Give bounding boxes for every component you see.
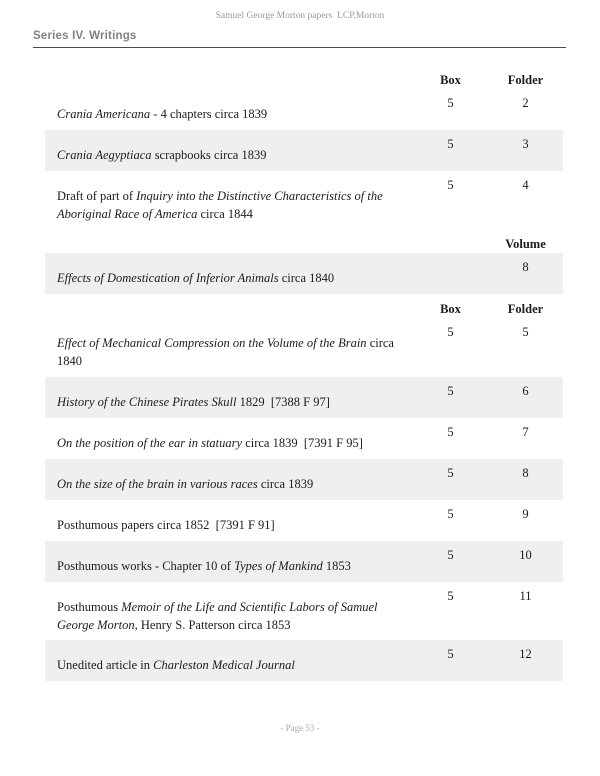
box-value: 5 <box>447 325 454 340</box>
folder-value: 12 <box>519 646 532 661</box>
folder-value: 2 <box>522 96 529 110</box>
empty-cell <box>413 229 488 253</box>
table-row: On the size of the brain in various race… <box>45 458 563 500</box>
folder-value: 7 <box>522 424 529 439</box>
folder-value: 11 <box>519 588 532 603</box>
page-number: - Page 53 - <box>280 723 320 733</box>
box-value: 5 <box>447 178 454 192</box>
empty-cell <box>413 253 488 294</box>
item-title: Crania Aegyptiaca scrapbooks circa 1839 <box>57 148 267 162</box>
item-title: On the position of the ear in statuary c… <box>57 435 363 450</box>
item-title: Posthumous papers circa 1852 [7391 F 91] <box>57 517 275 532</box>
box-column-header: Box <box>440 73 461 87</box>
box-value: 5 <box>447 547 454 562</box>
table-row: Posthumous papers circa 1852 [7391 F 91]… <box>45 500 563 541</box>
folder-column-header: Folder <box>507 302 544 317</box>
folder-value: 8 <box>522 465 529 480</box>
header-spacer <box>45 294 413 318</box>
column-header-row: Box Folder <box>45 65 563 89</box>
contents-table: Box Folder Crania Americana - 4 chapters… <box>45 65 563 681</box>
box-column-header: Box <box>440 302 461 317</box>
item-title: On the size of the brain in various race… <box>57 476 314 491</box>
item-title: Posthumous Memoir of the Life and Scient… <box>57 599 381 632</box>
box-value: 5 <box>447 646 454 661</box>
table-row: Crania Americana - 4 chapters circa 1839… <box>45 89 563 130</box>
table-row: Draft of part of Inquiry into the Distin… <box>45 171 563 229</box>
folder-column-header: Folder <box>507 73 544 87</box>
header-spacer <box>45 65 413 89</box>
folder-value: 10 <box>519 547 532 562</box>
table-row: Posthumous Memoir of the Life and Scient… <box>45 582 563 640</box>
header-rule <box>33 47 566 48</box>
folder-value: 6 <box>522 383 529 398</box>
table-row: History of the Chinese Pirates Skull 182… <box>45 376 563 418</box>
folder-value: 9 <box>522 506 529 521</box>
column-header-row: Box Folder <box>45 294 563 318</box>
box-value: 5 <box>447 424 454 439</box>
box-value: 5 <box>447 383 454 398</box>
series-title: Series IV. Writings <box>33 30 137 42</box>
item-title: Crania Americana - 4 chapters circa 1839 <box>57 107 268 121</box>
folder-value: 3 <box>522 137 529 151</box>
table-row: Effect of Mechanical Compression on the … <box>45 318 563 376</box>
volume-column-header: Volume <box>505 237 546 252</box>
item-title: History of the Chinese Pirates Skull 182… <box>57 394 330 409</box>
folder-value: 5 <box>522 325 529 340</box>
table-row: Unedited article in Charleston Medical J… <box>45 639 563 681</box>
item-title: Effect of Mechanical Compression on the … <box>57 336 398 369</box>
item-title: Effects of Domestication of Inferior Ani… <box>57 271 335 286</box>
header-spacer <box>45 229 413 253</box>
table-row: Posthumous works - Chapter 10 of Types o… <box>45 540 563 582</box>
box-value: 5 <box>447 465 454 480</box>
box-value: 5 <box>447 588 454 603</box>
document-header: Samuel George Morton papers LCP.Morton <box>215 11 385 21</box>
box-value: 5 <box>447 506 454 521</box>
box-value: 5 <box>447 137 454 151</box>
item-title: Posthumous works - Chapter 10 of Types o… <box>57 558 351 573</box>
volume-value: 8 <box>522 260 529 275</box>
item-title: Unedited article in Charleston Medical J… <box>57 657 295 672</box>
box-value: 5 <box>447 96 454 110</box>
table-row: On the position of the ear in statuary c… <box>45 418 563 459</box>
folder-value: 4 <box>522 178 529 192</box>
item-title: Draft of part of Inquiry into the Distin… <box>57 189 386 222</box>
table-row: Crania Aegyptiaca scrapbooks circa 1839 … <box>45 130 563 171</box>
table-row: Effects of Domestication of Inferior Ani… <box>45 253 563 295</box>
volume-header-row: Volume <box>45 229 563 253</box>
